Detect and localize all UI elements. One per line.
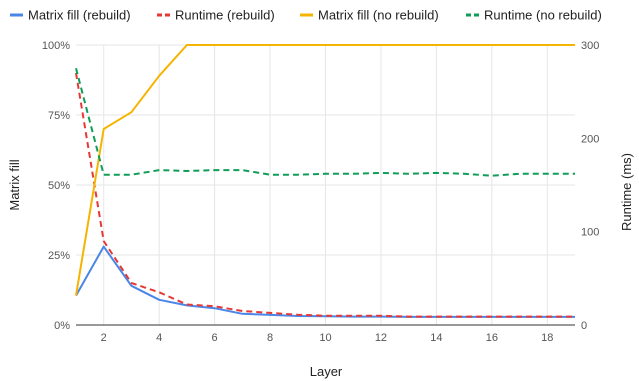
y-right-tick-label: 100 (581, 227, 599, 239)
y-axis-left-title: Matrix fill (7, 159, 22, 210)
legend-label: Matrix fill (rebuild) (28, 8, 131, 23)
legend-item-1: Matrix fill (rebuild) (10, 8, 131, 23)
x-tick-label: 8 (267, 332, 273, 344)
series-line-4 (75, 68, 575, 177)
y-left-tick-label: 25% (48, 250, 70, 262)
legend-label: Runtime (rebuild) (175, 8, 275, 23)
y-left-tick-label: 100% (42, 40, 70, 52)
legend-item-3: Matrix fill (no rebuild) (300, 8, 439, 23)
y-left-tick-label: 0% (54, 320, 70, 332)
legend-item-2: Runtime (rebuild) (157, 8, 275, 23)
axes: 0% 25% 50% 75% 100% 0 100 200 300 2 4 6 8 10 12 14 16 18 (42, 40, 600, 344)
y-right-tick-label: 200 (581, 133, 599, 145)
gridlines (76, 44, 575, 325)
x-tick-label: 18 (541, 332, 553, 344)
y-left-tick-label: 50% (48, 180, 70, 192)
x-tick-label: 2 (101, 332, 107, 344)
legend: Matrix fill (rebuild) Runtime (rebuild) Ma… (10, 8, 602, 23)
series-line-3 (75, 44, 575, 296)
series-line-2 (75, 72, 575, 318)
y-right-tick-label: 300 (581, 40, 599, 52)
y-left-tick-label: 75% (48, 110, 70, 122)
y-axis-right-title: Runtime (ms) (619, 153, 634, 231)
x-tick-label: 14 (430, 332, 442, 344)
series-lines (75, 44, 575, 318)
x-tick-label: 16 (486, 332, 498, 344)
x-axis-title: Layer (310, 364, 343, 379)
legend-item-4: Runtime (no rebuild) (466, 8, 602, 23)
y-right-tick-label: 0 (581, 320, 587, 332)
x-tick-label: 10 (319, 332, 331, 344)
x-tick-label: 6 (212, 332, 218, 344)
legend-label: Runtime (no rebuild) (484, 8, 602, 23)
x-tick-label: 12 (375, 332, 387, 344)
x-tick-label: 4 (156, 332, 162, 344)
legend-label: Matrix fill (no rebuild) (318, 8, 439, 23)
